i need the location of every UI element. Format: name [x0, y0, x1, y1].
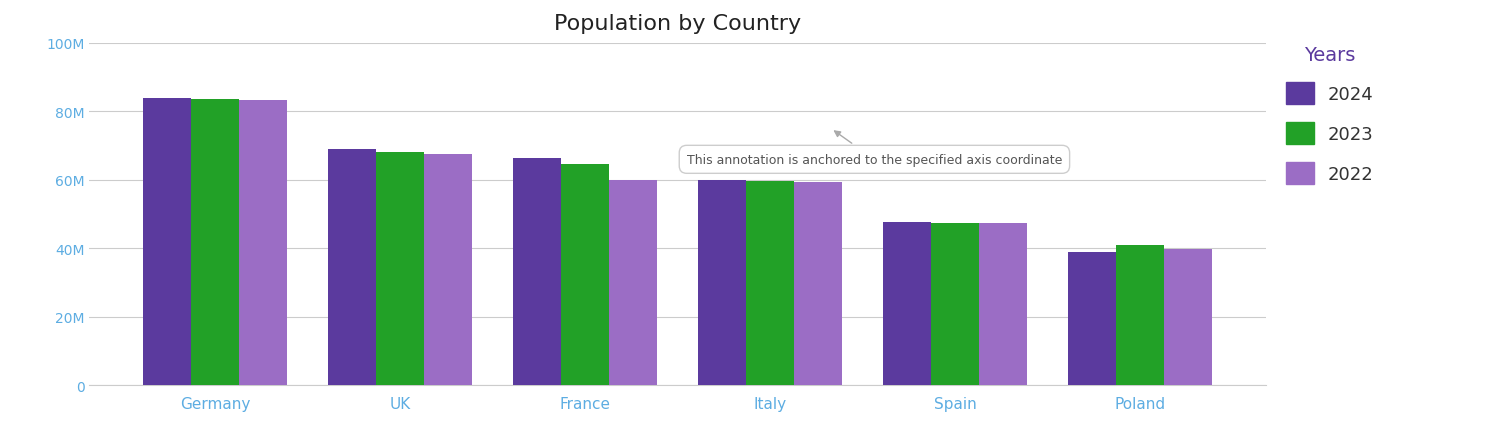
Legend: 2024, 2023, 2022: 2024, 2023, 2022: [1286, 46, 1374, 185]
Bar: [1115, 245, 1164, 385]
Bar: [512, 158, 561, 385]
Bar: [1164, 250, 1212, 385]
Bar: [746, 181, 794, 385]
Bar: [980, 223, 1027, 385]
Bar: [609, 180, 657, 385]
Bar: [931, 223, 980, 385]
Bar: [794, 182, 843, 385]
Text: This annotation is anchored to the specified axis coordinate: This annotation is anchored to the speci…: [686, 132, 1062, 166]
Bar: [240, 101, 287, 385]
Bar: [328, 150, 375, 385]
Bar: [375, 153, 424, 385]
Bar: [883, 222, 931, 385]
Title: Population by Country: Population by Country: [554, 14, 801, 34]
Bar: [561, 165, 609, 385]
Bar: [143, 99, 191, 385]
Bar: [424, 155, 472, 385]
Bar: [191, 100, 240, 385]
Bar: [1068, 253, 1115, 385]
Bar: [698, 180, 746, 385]
